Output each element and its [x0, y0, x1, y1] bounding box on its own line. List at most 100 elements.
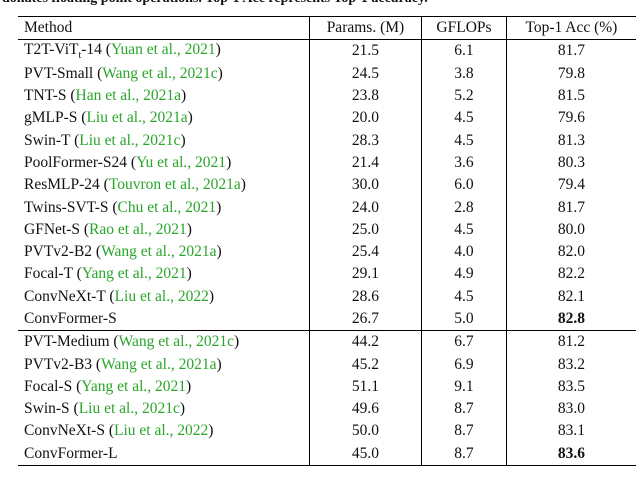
params-cell: 51.1: [309, 375, 423, 399]
params-cell: 25.0: [309, 218, 423, 241]
acc-cell: 83.0: [557, 400, 585, 418]
method-cell: PVT-Small (Wang et al., 2021c): [18, 62, 310, 85]
method-name: ConvNeXt-S: [24, 422, 105, 440]
header-params: Params. (M): [309, 16, 423, 40]
method-name: TNT-S: [24, 87, 67, 105]
gflops-cell: 3.8: [421, 62, 507, 85]
method-cell: TNT-S (Han et al., 2021a): [18, 84, 310, 108]
gflops-cell: 8.7: [421, 420, 507, 443]
params-cell: 24.5: [309, 62, 423, 85]
table-row: PVT-Small (Wang et al., 2021c) 24.5 3.8 79.…: [18, 62, 636, 85]
gflops-cell: 6.9: [421, 353, 507, 376]
header-gflops: GFLOPs: [421, 16, 507, 40]
acc-cell: 81.7: [557, 198, 585, 216]
citation-link[interactable]: Wang et al., 2021c: [118, 333, 234, 351]
method-cell: Focal-S (Yang et al., 2021): [18, 375, 310, 399]
method-cell: Twins-SVT-S (Chu et al., 2021): [18, 196, 310, 219]
gflops-cell: 4.9: [421, 263, 507, 286]
citation-link[interactable]: Liu et al., 2021a: [86, 109, 188, 127]
table-row: Focal-T (Yang et al., 2021) 29.1 4.9 82.2: [18, 263, 636, 286]
citation-link[interactable]: Chu et al., 2021: [117, 198, 217, 216]
table-row: ConvNeXt-T (Liu et al., 2022) 28.6 4.5 82.1: [18, 285, 636, 308]
gflops-cell: 8.7: [421, 398, 507, 421]
method-cell: PVTv2-B3 (Wang et al., 2021a): [18, 353, 310, 376]
header-method: Method: [18, 16, 310, 40]
header-row: Method Params. (M) GFLOPs Top-1 Acc (%): [18, 16, 636, 40]
method-subscript: t: [78, 50, 82, 62]
citation-link[interactable]: Wang et al., 2021a: [101, 243, 217, 261]
gflops-cell: 4.5: [421, 285, 507, 308]
gflops-cell: 5.2: [421, 84, 507, 108]
table-row: PVT-Medium (Wang et al., 2021c) 44.2 6.7 81…: [18, 330, 636, 354]
results-table: Method Params. (M) GFLOPs Top-1 Acc (%) …: [18, 16, 636, 466]
citation-link[interactable]: Wang et al., 2021c: [102, 64, 218, 82]
group-1-body: T2T-ViTt-14 (Yuan et al., 2021) 21.5 6.1 81…: [18, 39, 636, 331]
method-cell: ConvNeXt-T (Liu et al., 2022): [18, 285, 310, 308]
gflops-cell: 4.0: [421, 240, 507, 264]
citation-link[interactable]: Liu et al., 2022: [114, 422, 209, 440]
params-cell: 25.4: [309, 240, 423, 264]
acc-cell: 79.8: [557, 64, 585, 82]
params-cell: 28.3: [309, 129, 423, 152]
gflops-cell: 5.0: [421, 307, 507, 331]
acc-cell: 81.2: [557, 333, 585, 351]
citation-link[interactable]: Liu et al., 2022: [114, 287, 209, 305]
table-row: Twins-SVT-S (Chu et al., 2021) 24.0 2.8 81.…: [18, 196, 636, 219]
params-cell: 24.0: [309, 196, 423, 219]
table-row: PVTv2-B2 (Wang et al., 2021a) 25.4 4.0 82.0: [18, 240, 636, 264]
params-cell: 30.0: [309, 174, 423, 197]
table-row: Swin-T (Liu et al., 2021c) 28.3 4.5 81.3: [18, 129, 636, 152]
citation-link[interactable]: Liu et al., 2021c: [78, 400, 180, 418]
params-cell: 49.6: [309, 398, 423, 421]
citation-link[interactable]: Liu et al., 2021c: [79, 131, 181, 149]
gflops-cell: 9.1: [421, 375, 507, 399]
method-name: gMLP-S: [24, 109, 78, 127]
method-cell: ConvNeXt-S (Liu et al., 2022): [18, 420, 310, 443]
method-name: ConvFormer-L: [24, 444, 118, 462]
method-cell: ResMLP-24 (Touvron et al., 2021a): [18, 174, 310, 197]
citation-link[interactable]: Yang et al., 2021: [81, 265, 187, 283]
method-cell: gMLP-S (Liu et al., 2021a): [18, 107, 310, 130]
table-row: ConvFormer-S 26.7 5.0 82.8: [18, 307, 636, 331]
method-name: PVTv2-B2: [24, 243, 93, 261]
params-cell: 28.6: [309, 285, 423, 308]
gflops-cell: 6.0: [421, 174, 507, 197]
params-cell: 45.0: [309, 442, 423, 466]
method-name: T2T-ViT: [24, 41, 79, 59]
params-cell: 50.0: [309, 420, 423, 443]
params-cell: 21.5: [309, 39, 423, 63]
acc-cell: 82.0: [557, 243, 585, 261]
gflops-cell: 4.5: [421, 218, 507, 241]
gflops-cell: 8.7: [421, 442, 507, 466]
acc-cell: 83.1: [557, 422, 585, 440]
method-name: Twins-SVT-S: [24, 198, 109, 216]
method-name: PVTv2-B3: [24, 355, 93, 373]
citation-link[interactable]: Wang et al., 2021a: [101, 355, 217, 373]
method-name: Focal-T: [24, 265, 73, 283]
method-cell: Swin-T (Liu et al., 2021c): [18, 129, 310, 152]
table-row: T2T-ViTt-14 (Yuan et al., 2021) 21.5 6.1 81…: [18, 39, 636, 63]
params-cell: 21.4: [309, 151, 423, 175]
citation-link[interactable]: Yang et al., 2021: [81, 377, 187, 395]
citation-link[interactable]: Yuan et al., 2021: [110, 41, 216, 59]
acc-cell: 80.0: [557, 220, 585, 238]
acc-cell: 82.1: [557, 287, 585, 305]
gflops-cell: 4.5: [421, 107, 507, 130]
table-row: ConvFormer-L 45.0 8.7 83.6: [18, 442, 636, 466]
method-cell: Swin-S (Liu et al., 2021c): [18, 398, 310, 421]
citation-link[interactable]: Han et al., 2021a: [75, 87, 181, 105]
table-caption: donates floating point operations. Top-1…: [0, 0, 640, 9]
table-row: ResMLP-24 (Touvron et al., 2021a) 30.0 6.0…: [18, 174, 636, 197]
table-row: TNT-S (Han et al., 2021a) 23.8 5.2 81.5: [18, 84, 636, 108]
citation-link[interactable]: Yu et al., 2021: [136, 153, 227, 171]
gflops-cell: 2.8: [421, 196, 507, 219]
method-cell: T2T-ViTt-14 (Yuan et al., 2021): [18, 39, 310, 63]
gflops-cell: 6.7: [421, 330, 507, 354]
acc-cell: 83.2: [557, 355, 585, 373]
citation-link[interactable]: Rao et al., 2021: [89, 220, 187, 238]
method-name: ResMLP-24: [24, 176, 100, 194]
citation-link[interactable]: Touvron et al., 2021a: [108, 176, 241, 194]
method-name: ConvNeXt-T: [24, 287, 106, 305]
table-row: GFNet-S (Rao et al., 2021) 25.0 4.5 80.0: [18, 218, 636, 241]
method-cell: ConvFormer-L: [18, 442, 310, 466]
